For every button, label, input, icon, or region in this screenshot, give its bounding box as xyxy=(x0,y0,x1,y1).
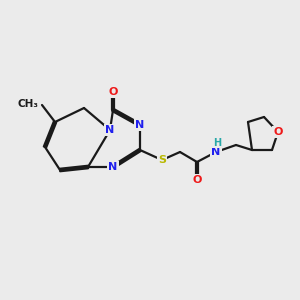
Text: CH₃: CH₃ xyxy=(18,99,39,109)
Text: O: O xyxy=(192,175,202,185)
Text: O: O xyxy=(273,127,283,137)
Text: N: N xyxy=(135,120,145,130)
Text: N: N xyxy=(105,125,115,135)
Text: N: N xyxy=(108,162,118,172)
Text: N: N xyxy=(212,147,220,157)
Text: O: O xyxy=(108,87,118,97)
Text: H: H xyxy=(213,138,221,148)
Text: S: S xyxy=(158,155,166,165)
